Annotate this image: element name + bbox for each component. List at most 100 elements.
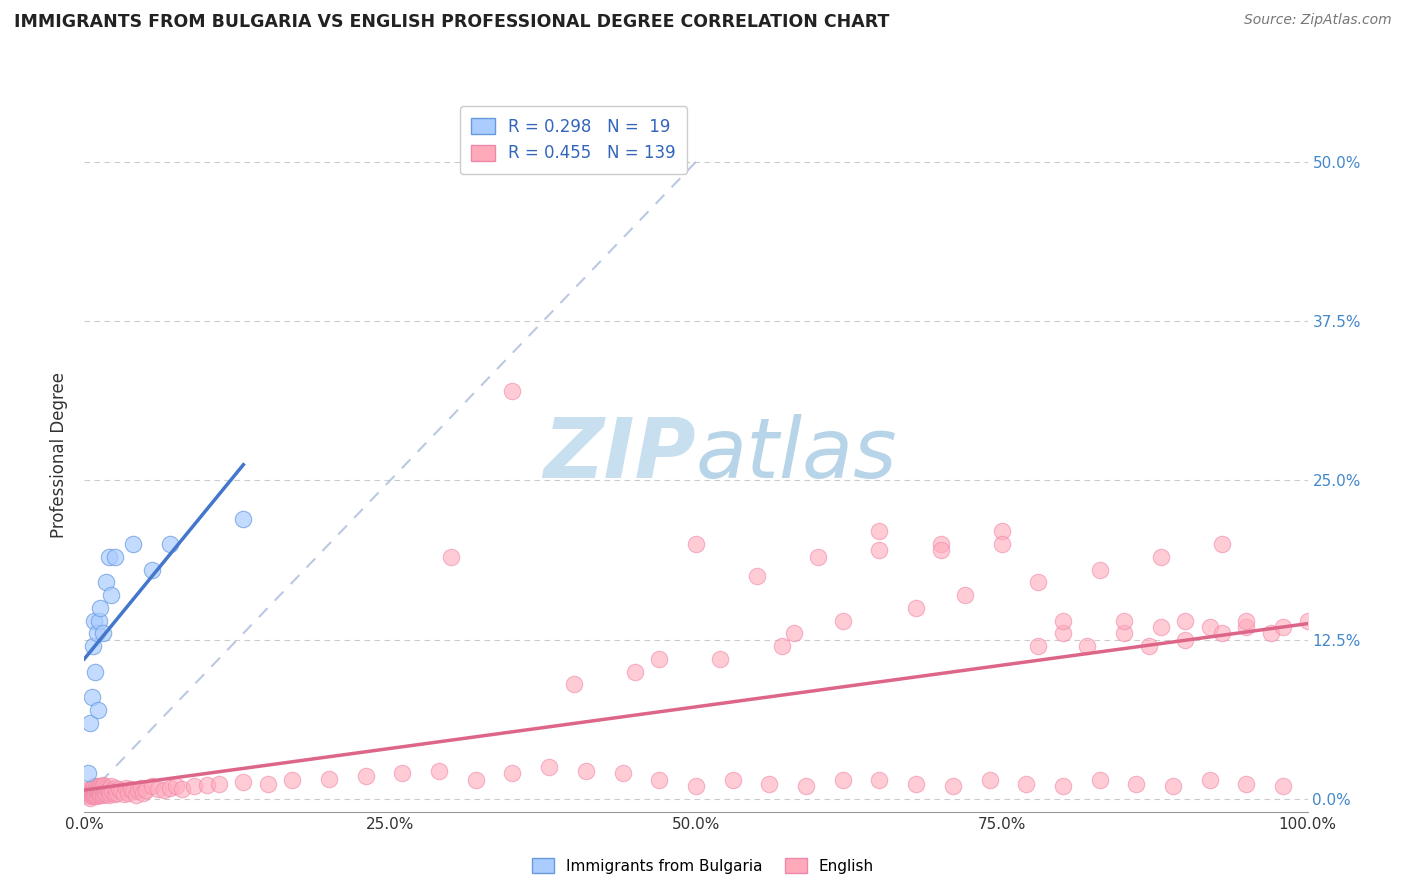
- Point: [79, 715, 101, 730]
- Point: [117, 786, 139, 800]
- Point: [98, 786, 121, 800]
- Point: [96, 787, 118, 801]
- Point: [905, 777, 928, 791]
- Point: [354, 769, 377, 783]
- Point: [76, 786, 98, 800]
- Point: [1272, 779, 1295, 793]
- Point: [1272, 620, 1295, 634]
- Point: [1150, 549, 1173, 564]
- Point: [648, 772, 671, 787]
- Point: [195, 778, 218, 792]
- Point: [794, 779, 817, 793]
- Point: [427, 764, 450, 778]
- Point: [1076, 639, 1098, 653]
- Point: [159, 780, 181, 795]
- Point: [562, 677, 585, 691]
- Point: [721, 772, 744, 787]
- Point: [232, 511, 254, 525]
- Point: [91, 788, 114, 802]
- Point: [770, 639, 793, 653]
- Point: [979, 772, 1001, 787]
- Point: [96, 575, 118, 590]
- Point: [125, 788, 148, 802]
- Point: [94, 784, 117, 798]
- Point: [1236, 614, 1258, 628]
- Point: [942, 779, 965, 793]
- Point: [159, 537, 181, 551]
- Point: [831, 614, 853, 628]
- Point: [89, 787, 111, 801]
- Point: [93, 779, 115, 793]
- Point: [1174, 614, 1197, 628]
- Point: [104, 549, 127, 564]
- Point: [869, 543, 891, 558]
- Point: [953, 588, 976, 602]
- Point: [107, 781, 129, 796]
- Point: [79, 790, 101, 805]
- Point: [141, 779, 163, 793]
- Point: [502, 766, 524, 780]
- Point: [1236, 777, 1258, 791]
- Point: [440, 549, 463, 564]
- Point: [1198, 772, 1220, 787]
- Point: [129, 780, 152, 795]
- Point: [612, 766, 634, 780]
- Y-axis label: Professional Degree: Professional Degree: [51, 372, 69, 538]
- Point: [685, 537, 707, 551]
- Point: [97, 783, 120, 797]
- Point: [1028, 575, 1050, 590]
- Point: [709, 652, 731, 666]
- Text: Source: ZipAtlas.com: Source: ZipAtlas.com: [1244, 13, 1392, 28]
- Point: [1150, 620, 1173, 634]
- Point: [1052, 614, 1074, 628]
- Point: [1052, 779, 1074, 793]
- Point: [1028, 639, 1050, 653]
- Point: [91, 778, 114, 792]
- Point: [79, 783, 101, 797]
- Point: [87, 786, 110, 800]
- Point: [575, 764, 598, 778]
- Point: [77, 789, 100, 804]
- Point: [100, 588, 122, 602]
- Point: [79, 787, 101, 801]
- Point: [83, 614, 105, 628]
- Point: [83, 788, 105, 802]
- Point: [1015, 777, 1038, 791]
- Point: [77, 766, 100, 780]
- Text: atlas: atlas: [696, 415, 897, 495]
- Point: [87, 781, 110, 796]
- Point: [83, 779, 105, 793]
- Point: [104, 787, 127, 801]
- Point: [132, 786, 155, 800]
- Point: [648, 652, 671, 666]
- Point: [1114, 614, 1136, 628]
- Point: [165, 779, 187, 793]
- Point: [538, 760, 561, 774]
- Text: ZIP: ZIP: [543, 415, 696, 495]
- Point: [89, 600, 111, 615]
- Point: [93, 786, 115, 800]
- Point: [318, 772, 340, 786]
- Point: [172, 781, 194, 796]
- Point: [905, 600, 928, 615]
- Point: [929, 537, 952, 551]
- Point: [86, 784, 108, 798]
- Point: [257, 777, 280, 791]
- Point: [77, 781, 100, 796]
- Point: [1211, 626, 1233, 640]
- Point: [82, 789, 104, 804]
- Point: [80, 784, 103, 798]
- Point: [97, 549, 120, 564]
- Point: [86, 789, 108, 804]
- Point: [869, 524, 891, 539]
- Point: [91, 783, 114, 797]
- Point: [624, 665, 647, 679]
- Point: [146, 781, 169, 796]
- Point: [84, 665, 107, 679]
- Point: [84, 781, 107, 796]
- Point: [122, 784, 145, 798]
- Point: [87, 703, 110, 717]
- Legend: R = 0.298   N =  19, R = 0.455   N = 139: R = 0.298 N = 19, R = 0.455 N = 139: [460, 106, 688, 174]
- Point: [100, 779, 122, 793]
- Point: [232, 775, 254, 789]
